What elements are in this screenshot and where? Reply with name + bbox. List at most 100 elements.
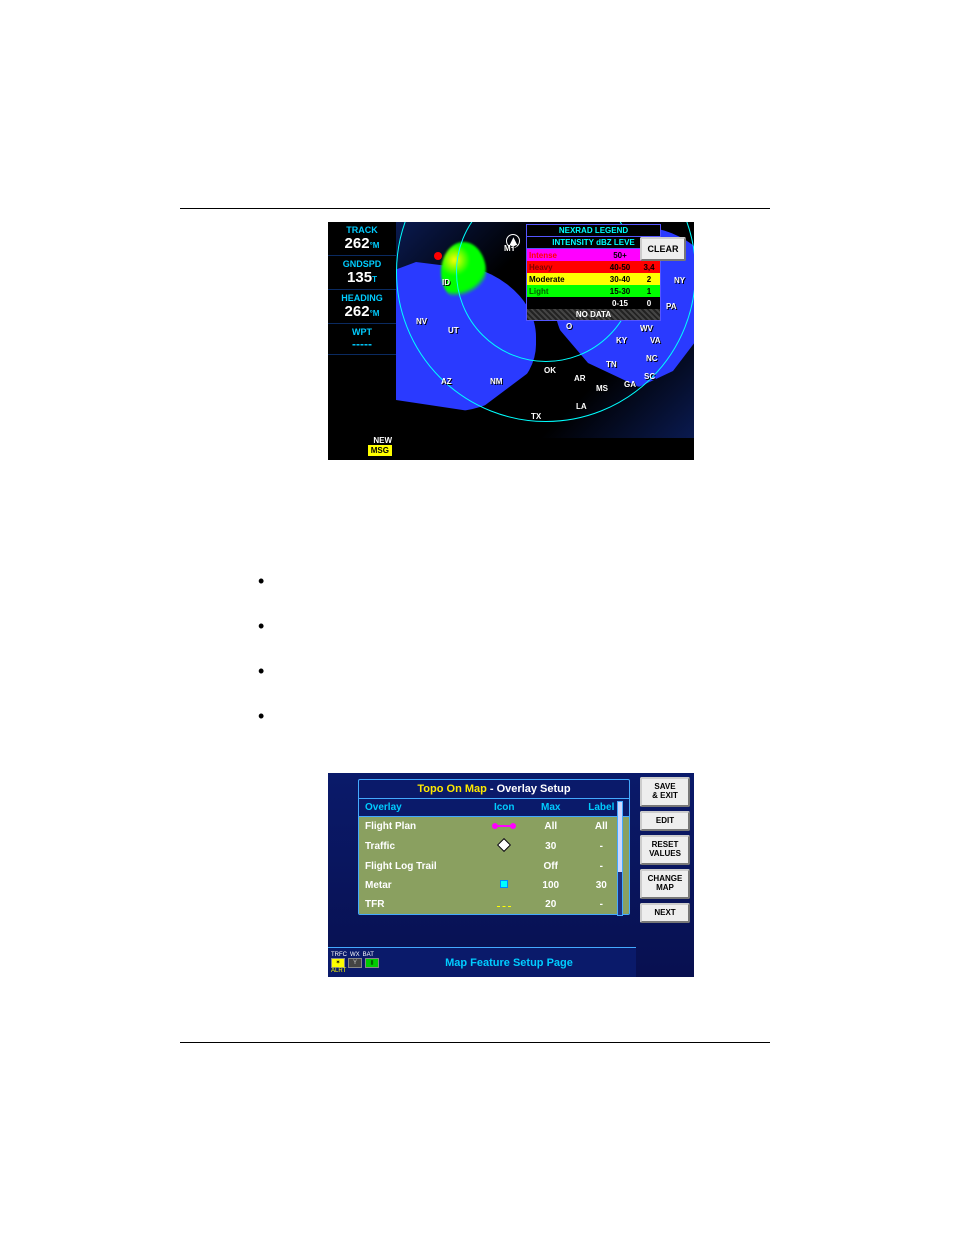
overlay-icon: [481, 836, 528, 857]
overlay-name: Metar: [359, 876, 481, 895]
pbrg-label: PBRG:: [424, 449, 450, 458]
legend-row: Moderate30-402: [527, 273, 660, 285]
overlay-icon: [481, 857, 528, 876]
state-label-tx: TX: [531, 412, 541, 421]
heading-block: HEADING 262°M: [328, 290, 396, 324]
state-label-wv: WV: [640, 324, 653, 333]
track-block: TRACK 262°M: [328, 222, 396, 256]
overlay-name: Traffic: [359, 836, 481, 857]
overlay-row[interactable]: TFR20-: [359, 895, 629, 914]
map-area[interactable]: ▲ MTIDNVUTAZNMOKTXARLAMSTNKYGASCNCVAWVOH…: [396, 222, 694, 460]
state-label-ga: GA: [624, 380, 636, 389]
gndspd-label: GNDSPD: [332, 259, 392, 269]
overlay-max: Off: [528, 857, 574, 876]
overlay-name: TFR: [359, 895, 481, 914]
legend-title: NEXRAD LEGEND: [527, 225, 660, 237]
panel-title: Topo On Map - Overlay Setup: [359, 780, 629, 799]
product-label: NEXRAD Comp Refl.: [613, 445, 691, 454]
state-label-o: O: [566, 322, 572, 331]
change-map-button[interactable]: CHANGEMAP: [640, 869, 690, 899]
title-overlay: Overlay Setup: [497, 783, 571, 795]
overlay-scrollbar[interactable]: [617, 801, 623, 916]
nav-sidebar: TRACK 262°M GNDSPD 135T HEADING 262°M WP…: [328, 222, 396, 460]
radar-echo-icon: [441, 242, 486, 302]
overlay-icon: [481, 876, 528, 895]
state-label-nc: NC: [646, 354, 658, 363]
state-label-tn: TN: [606, 360, 617, 369]
ptr-value: N33°38.61 W102°41.28: [445, 439, 529, 448]
overlay-max: 30: [528, 836, 574, 857]
divider-bottom: [180, 1042, 770, 1043]
state-label-la: LA: [576, 402, 587, 411]
rng-label: RNG: [399, 439, 417, 448]
msg-new: NEW: [373, 436, 392, 445]
divider-top: [180, 208, 770, 209]
overlay-row[interactable]: Metar10030: [359, 876, 629, 895]
overlay-name: Flight Log Trail: [359, 857, 481, 876]
gndspd-block: GNDSPD 135T: [328, 256, 396, 290]
overlay-icon: [481, 895, 528, 914]
msg-block[interactable]: NEW MSG: [328, 432, 396, 460]
title-topo: Topo On Map: [417, 783, 486, 795]
page-title: Map Feature Setup Page: [382, 957, 636, 969]
track-value: 262: [345, 235, 370, 252]
wx-icon: Y: [348, 958, 362, 968]
state-label-ut: UT: [448, 326, 459, 335]
state-label-nv: NV: [416, 317, 427, 326]
scrollbar-thumb[interactable]: [618, 802, 622, 872]
legend-row: Light15-301: [527, 285, 660, 297]
state-label-id: ID: [442, 278, 450, 287]
overlay-name: Flight Plan: [359, 817, 481, 837]
status-bar: TRFC WX BAT ✶ Y ▮ ALRT Map Feature Setup…: [328, 947, 636, 977]
overlay-max: All: [528, 817, 574, 837]
wpt-block: WPT -----: [328, 324, 396, 355]
col-overlay: Overlay: [359, 799, 481, 817]
state-label-sc: SC: [644, 372, 655, 381]
state-label-ar: AR: [574, 374, 586, 383]
save-exit-button[interactable]: SAVE& EXIT: [640, 777, 690, 807]
state-label-ms: MS: [596, 384, 608, 393]
overlay-setup-panel: Topo On Map - Overlay Setup Overlay Icon…: [358, 779, 630, 915]
clear-button[interactable]: CLEAR: [640, 237, 686, 261]
ptr-label: PTR:: [424, 439, 443, 448]
map-footer: RNG 500N PTR: N33°38.61 W102°41.28 PBRG:…: [396, 438, 694, 460]
reset-values-button[interactable]: RESETVALUES: [640, 835, 690, 865]
edit-button[interactable]: EDIT: [640, 811, 690, 832]
alrt-label: ALRT: [331, 968, 346, 974]
overlay-row[interactable]: Flight Log TrailOff-: [359, 857, 629, 876]
rng-value: 500: [399, 449, 412, 458]
radar-echo-heavy-icon: [434, 252, 442, 260]
state-label-ky: KY: [616, 336, 627, 345]
state-label-az: AZ: [441, 377, 452, 386]
legend-row: Heavy40-503,4: [527, 261, 660, 273]
bat-icon: ▮: [365, 958, 379, 968]
wpt-label: WPT: [332, 327, 392, 337]
msg-badge: MSG: [368, 445, 392, 456]
state-label-pa: PA: [666, 302, 677, 311]
state-label-ny: NY: [674, 276, 685, 285]
next-button[interactable]: NEXT: [640, 903, 690, 924]
col-icon: Icon: [481, 799, 528, 817]
overlay-row[interactable]: Traffic30-: [359, 836, 629, 857]
status-icons: TRFC WX BAT ✶ Y ▮ ALRT: [328, 951, 382, 975]
overlay-icon: [481, 817, 528, 837]
trfc-icon: ✶: [331, 958, 345, 968]
pdis-label: PDIS:: [474, 449, 495, 458]
wpt-value: -----: [332, 337, 392, 351]
nexrad-map-display: TRACK 262°M GNDSPD 135T HEADING 262°M WP…: [328, 222, 694, 460]
overlay-setup-display: Topo On Map - Overlay Setup Overlay Icon…: [328, 773, 694, 977]
overlay-max: 100: [528, 876, 574, 895]
legend-row: 0-150: [527, 297, 660, 309]
bullet-list: [258, 572, 264, 752]
col-max: Max: [528, 799, 574, 817]
state-label-mt: MT: [504, 244, 516, 253]
heading-label: HEADING: [332, 293, 392, 303]
overlay-row[interactable]: Flight PlanAllAll: [359, 817, 629, 837]
state-label-va: VA: [650, 336, 661, 345]
track-label: TRACK: [332, 225, 392, 235]
overlay-table: Overlay Icon Max Label Flight PlanAllAll…: [359, 799, 629, 914]
button-bar: SAVE& EXIT EDIT RESETVALUES CHANGEMAP NE…: [636, 773, 694, 977]
overlay-max: 20: [528, 895, 574, 914]
state-label-ok: OK: [544, 366, 556, 375]
legend-nodata: NO DATA: [527, 309, 660, 320]
